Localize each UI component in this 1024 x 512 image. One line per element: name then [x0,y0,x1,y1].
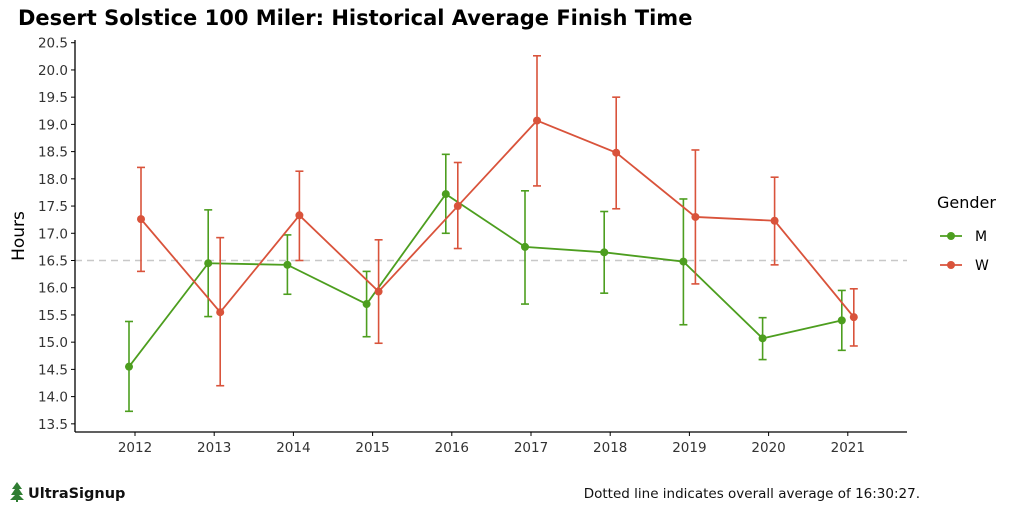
series-line [128,192,842,368]
x-tick-label: 2017 [514,440,548,456]
data-point [679,257,688,266]
y-tick-label: 19.0 [38,117,68,133]
y-axis: 13.5 14.0 14.5 15.0 15.5 16.0 16.5 17.0 17.5 18.0… [38,36,76,433]
data-point [204,259,213,268]
x-tick-label: 2014 [276,440,310,456]
data-point [612,148,621,157]
data-point [453,202,462,211]
y-tick-label: 14.0 [38,390,68,406]
data-point [125,362,133,371]
data-point [441,190,450,199]
x-axis: 2012 2013 2014 2015 2016 2017 2018 2019 2020 2021 [75,431,907,456]
y-axis-title: Hours [9,211,29,261]
brand: UltraSignup [10,482,125,506]
y-tick-label: 13.5 [38,417,68,433]
data-point [758,334,767,343]
x-tick-label: 2012 [118,440,152,456]
series-M [125,153,846,413]
legend-title: Gender [937,193,996,212]
x-tick-label: 2015 [355,440,389,456]
tree-logo-icon [10,482,24,506]
y-tick-label: 19.5 [38,90,68,106]
series-line [140,119,855,318]
chart-caption: Dotted line indicates overall average of… [583,486,920,502]
x-tick-label: 2021 [831,440,865,456]
legend-item-M: M [940,229,987,245]
y-tick-label: 14.5 [38,362,68,378]
x-tick-label: 2018 [593,440,627,456]
data-point [216,308,225,317]
data-point [600,248,609,257]
data-point [849,313,858,322]
y-tick-label: 18.0 [38,172,68,188]
data-point [533,116,541,125]
data-point [837,316,846,325]
data-point [137,215,145,224]
series-W [137,54,858,387]
legend-swatch-point [947,232,955,240]
legend-item-W: W [940,258,989,274]
x-tick-label: 2019 [672,440,706,456]
data-point [295,211,304,220]
data-point [770,216,779,225]
y-tick-label: 15.0 [38,335,68,351]
brand-name: UltraSignup [28,486,126,502]
y-tick-label: 20.5 [38,36,68,52]
chart-title: Desert Solstice 100 Miler: Historical Av… [18,6,693,30]
y-tick-label: 17.5 [38,199,68,215]
x-tick-label: 2016 [435,440,469,456]
legend: Gender MW [937,193,996,274]
data-point [691,212,700,221]
data-point [374,287,383,296]
y-tick-label: 17.0 [38,226,68,242]
y-tick-label: 20.0 [38,63,68,79]
series-layer [125,54,858,413]
y-tick-label: 18.5 [38,145,68,161]
y-tick-label: 15.5 [38,308,68,324]
data-point [362,300,371,309]
legend-label: M [975,229,987,245]
x-tick-label: 2020 [751,440,785,456]
legend-swatch-point [947,261,955,269]
y-tick-label: 16.0 [38,281,68,297]
y-tick-label: 16.5 [38,254,68,270]
data-point [521,242,529,251]
x-tick-label: 2013 [197,440,231,456]
legend-label: W [975,258,989,274]
data-point [283,260,292,269]
